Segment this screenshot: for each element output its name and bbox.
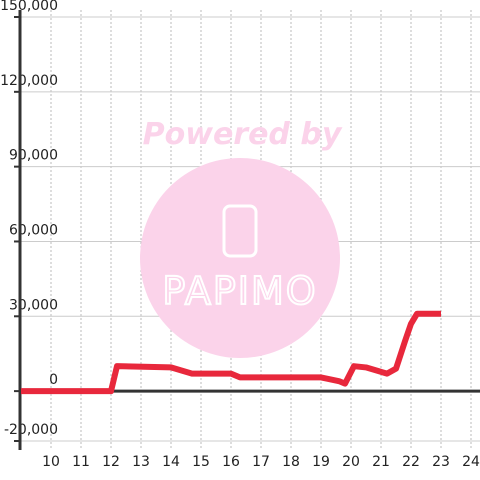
- x-tick-label: 24: [462, 454, 480, 470]
- watermark-circle: [140, 158, 340, 358]
- x-tick-label: 16: [222, 454, 240, 470]
- series-line: [21, 310, 441, 395]
- x-tick-label: 13: [132, 454, 150, 470]
- x-tick-label: 18: [282, 454, 300, 470]
- y-tick-label: 90,000: [9, 148, 58, 164]
- x-tick-label: 12: [102, 454, 120, 470]
- watermark-icon: [222, 204, 258, 258]
- x-tick-label: 19: [312, 454, 330, 470]
- y-tick-label: -20,000: [4, 422, 58, 438]
- x-tick-label: 20: [342, 454, 360, 470]
- x-tick-label: 21: [372, 454, 390, 470]
- x-tick-label: 14: [162, 454, 180, 470]
- y-tick-label: 150,000: [0, 0, 58, 14]
- y-tick-label: 120,000: [0, 73, 58, 89]
- watermark-text: Powered by: [143, 117, 343, 152]
- x-tick-label: 11: [72, 454, 90, 470]
- x-tick-label: 22: [402, 454, 420, 470]
- x-tick-label: 10: [42, 454, 60, 470]
- x-tick-label: 17: [252, 454, 270, 470]
- x-tick-label: 15: [192, 454, 210, 470]
- y-tick-label: 0: [49, 372, 58, 388]
- y-tick-label: 30,000: [9, 297, 58, 313]
- watermark-logo: PAPIMO: [162, 269, 317, 313]
- x-tick-label: 23: [432, 454, 450, 470]
- y-tick-label: 60,000: [9, 222, 58, 238]
- watermark: Powered by PAPIMO: [140, 117, 343, 358]
